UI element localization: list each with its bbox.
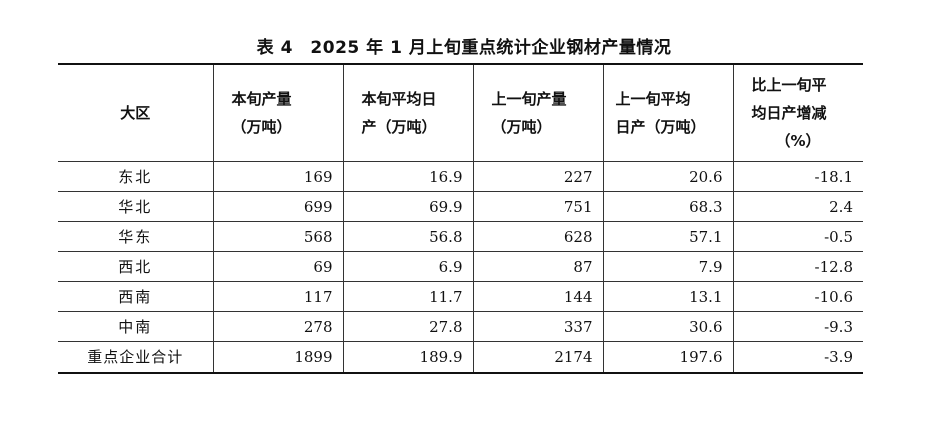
value-cell: 227 (472, 161, 604, 192)
value-cell: 30.6 (602, 311, 734, 342)
value-cell: 117 (212, 281, 344, 312)
value-cell: 169 (212, 161, 344, 192)
value-cell: 337 (472, 311, 604, 342)
value-cell: 20.6 (602, 161, 734, 192)
header-label: 本旬产量 (231, 90, 292, 108)
table-row: 中南 278 27.8 337 30.6 -9.3 (58, 311, 863, 342)
header-current-output: 本旬产量 （万吨） (212, 63, 344, 162)
region-cell: 东北 (58, 161, 214, 192)
value-cell: -0.5 (732, 221, 863, 252)
region-cell: 西北 (58, 251, 214, 282)
header-label: 上一旬产量 (491, 90, 567, 108)
value-cell: 2.4 (732, 191, 863, 222)
table-row: 东北 169 16.9 227 20.6 -18.1 (58, 161, 863, 192)
value-cell: -3.9 (732, 341, 863, 374)
value-cell: 144 (472, 281, 604, 312)
header-label: 本旬平均日 (361, 90, 437, 108)
value-cell: -9.3 (732, 311, 863, 342)
value-cell: 628 (472, 221, 604, 252)
value-cell: 278 (212, 311, 344, 342)
region-cell: 西南 (58, 281, 214, 312)
value-cell: 87 (472, 251, 604, 282)
header-previous-output: 上一旬产量 （万吨） (472, 63, 604, 162)
table-row: 西南 117 11.7 144 13.1 -10.6 (58, 281, 863, 312)
value-cell: 11.7 (342, 281, 474, 312)
value-cell: -18.1 (732, 161, 863, 192)
header-row: 大区 本旬产量 （万吨） 本旬平均日 产（万吨） 上一旬产量 （万吨） 上一旬平… (58, 63, 863, 162)
header-label: （万吨） (491, 118, 552, 136)
table-row: 华北 699 69.9 751 68.3 2.4 (58, 191, 863, 222)
header-label: （%） (775, 132, 821, 150)
header-previous-daily-avg: 上一旬平均 日产（万吨） (602, 63, 734, 162)
value-cell: 69 (212, 251, 344, 282)
header-label: 大区 (120, 104, 151, 122)
value-cell: -12.8 (732, 251, 863, 282)
value-cell: 1899 (212, 341, 344, 374)
value-cell: 56.8 (342, 221, 474, 252)
value-cell: 13.1 (602, 281, 734, 312)
value-cell: 7.9 (602, 251, 734, 282)
region-cell: 华北 (58, 191, 214, 222)
header-region: 大区 (58, 63, 214, 162)
table-caption: 表 4 2025 年 1 月上旬重点统计企业钢材产量情况 (256, 38, 672, 58)
value-cell: 57.1 (602, 221, 734, 252)
value-cell: 27.8 (342, 311, 474, 342)
value-cell: 189.9 (342, 341, 474, 374)
value-cell: 2174 (472, 341, 604, 374)
steel-output-table: 大区 本旬产量 （万吨） 本旬平均日 产（万吨） 上一旬产量 （万吨） 上一旬平… (58, 63, 863, 374)
header-daily-change-pct: 比上一旬平 均日产增减 （%） (732, 63, 863, 162)
header-label: 产（万吨） (361, 118, 437, 136)
table-row: 西北 69 6.9 87 7.9 -12.8 (58, 251, 863, 282)
region-cell: 华东 (58, 221, 214, 252)
value-cell: -10.6 (732, 281, 863, 312)
value-cell: 568 (212, 221, 344, 252)
value-cell: 751 (472, 191, 604, 222)
value-cell: 69.9 (342, 191, 474, 222)
header-label: 日产（万吨） (615, 118, 706, 136)
header-label: 上一旬平均 (615, 90, 691, 108)
table-row-total: 重点企业合计 1899 189.9 2174 197.6 -3.9 (58, 341, 863, 374)
region-cell: 中南 (58, 311, 214, 342)
value-cell: 699 (212, 191, 344, 222)
header-label: 比上一旬平 (751, 76, 827, 94)
value-cell: 16.9 (342, 161, 474, 192)
header-label: （万吨） (231, 118, 292, 136)
table-row: 华东 568 56.8 628 57.1 -0.5 (58, 221, 863, 252)
header-label: 均日产增减 (751, 104, 827, 122)
value-cell: 197.6 (602, 341, 734, 374)
header-current-daily-avg: 本旬平均日 产（万吨） (342, 63, 474, 162)
value-cell: 68.3 (602, 191, 734, 222)
value-cell: 6.9 (342, 251, 474, 282)
region-cell: 重点企业合计 (58, 341, 214, 374)
